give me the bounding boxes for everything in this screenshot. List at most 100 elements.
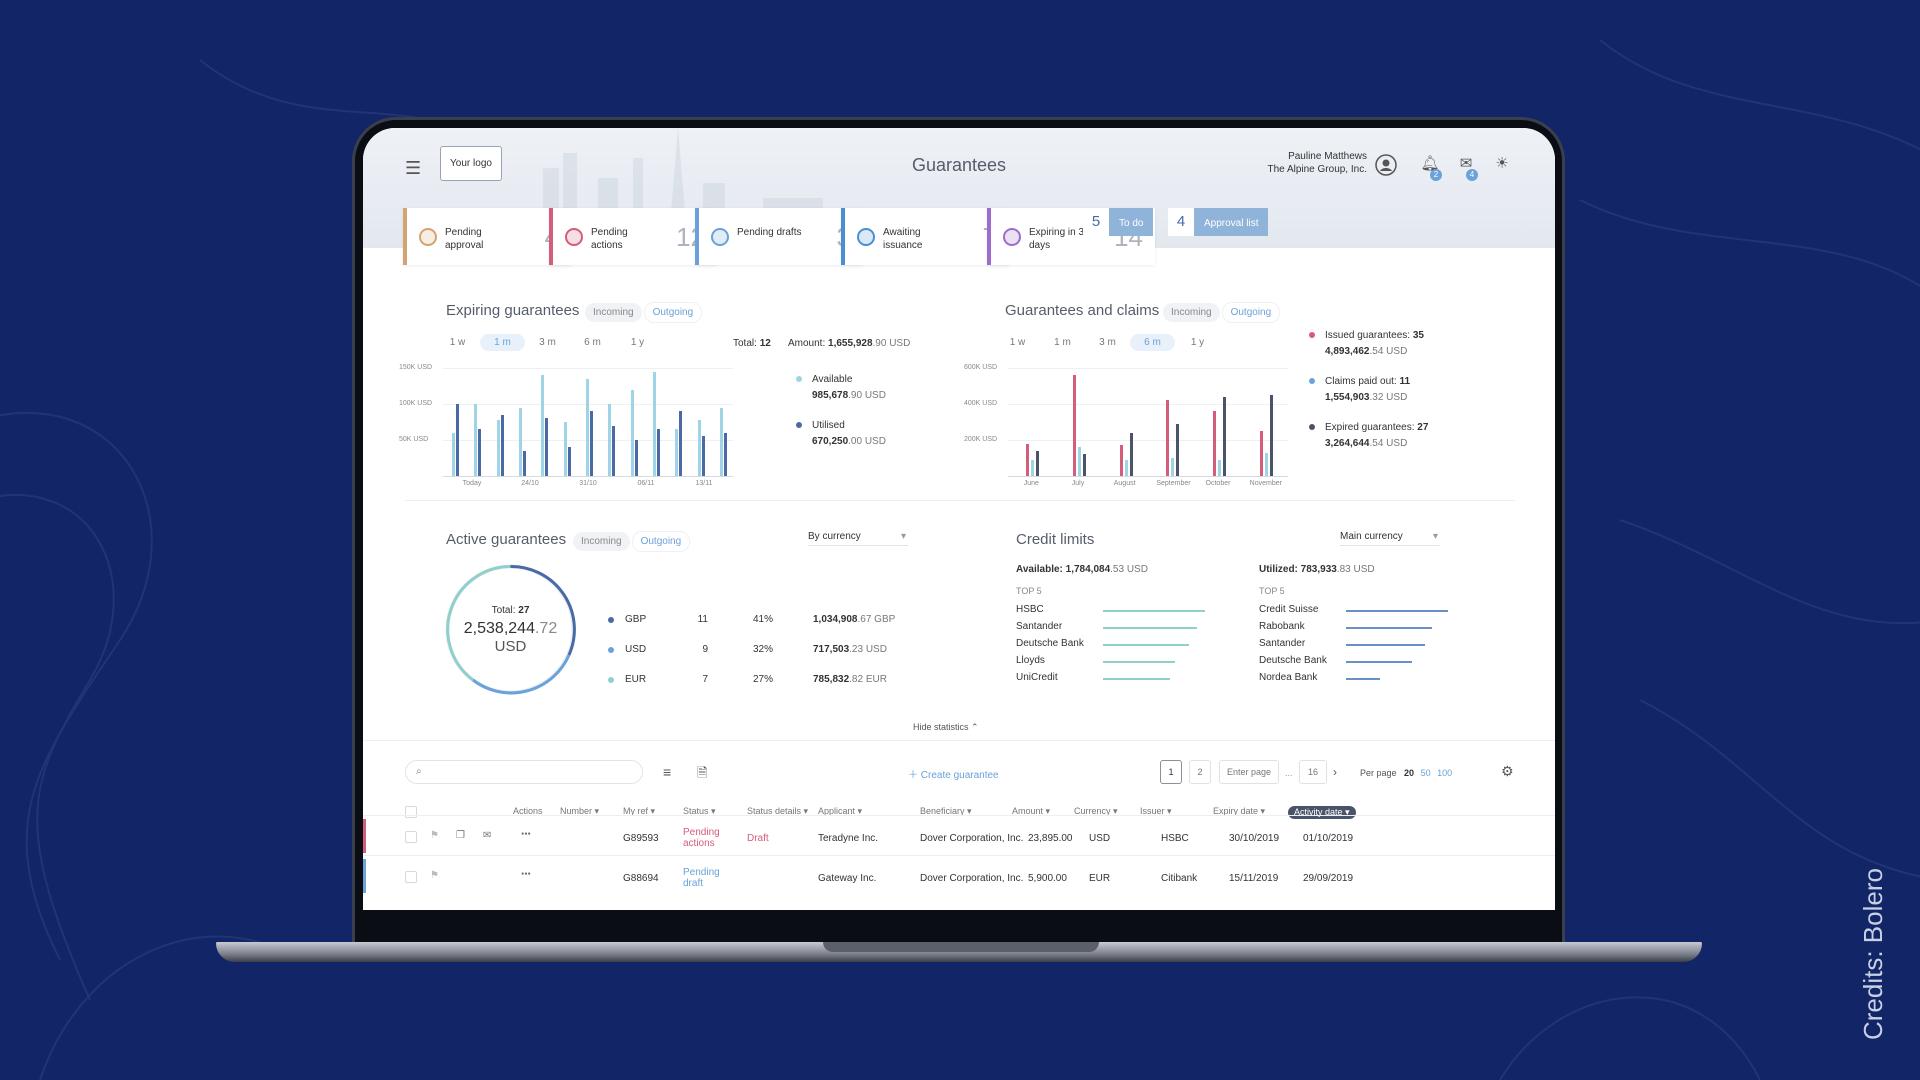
range-6m[interactable]: 6 m bbox=[584, 337, 601, 348]
chart-bar bbox=[1119, 445, 1123, 476]
claims-range-1m[interactable]: 1 m bbox=[1054, 337, 1071, 348]
claims-range-1w[interactable]: 1 w bbox=[1009, 337, 1026, 348]
export-icon[interactable]: 🗎︎ bbox=[697, 765, 708, 780]
page-1[interactable]: 1 bbox=[1160, 760, 1182, 784]
column-header[interactable]: Expiry date ▾ bbox=[1213, 806, 1266, 816]
chart-bar bbox=[519, 407, 523, 476]
currency-dropdown-value: By currency bbox=[808, 531, 861, 542]
mail-icon[interactable]: ✉ bbox=[1459, 155, 1473, 172]
range-1y[interactable]: 1 y bbox=[630, 337, 645, 348]
per-page: Per page 20 50 100 bbox=[1360, 768, 1452, 778]
legend-dot bbox=[1309, 332, 1315, 339]
more-actions-icon[interactable]: ⋯ bbox=[521, 829, 531, 840]
column-header[interactable]: Currency ▾ bbox=[1074, 806, 1118, 816]
column-header[interactable]: Actions bbox=[513, 806, 543, 816]
credits-label-wrap: Credits: Bolero bbox=[1858, 868, 1898, 1040]
flag-icon[interactable]: ⚑ bbox=[430, 830, 439, 841]
more-actions-icon[interactable]: ⋯ bbox=[521, 869, 531, 880]
bell-icon[interactable]: 🔔︎ bbox=[1420, 155, 1440, 172]
bank-name: Deutsche Bank bbox=[1259, 655, 1327, 666]
claims-tab-incoming[interactable]: Incoming bbox=[1163, 303, 1220, 322]
menu-icon[interactable]: ☰ bbox=[405, 158, 422, 178]
per-page-50[interactable]: 50 bbox=[1420, 768, 1431, 778]
enter-page-input[interactable]: Enter page bbox=[1219, 760, 1279, 784]
settings-icon[interactable]: ⚙ bbox=[1501, 763, 1514, 779]
utilised-dec: .00 USD bbox=[848, 436, 886, 447]
currency-dot bbox=[608, 617, 614, 623]
filter-icon[interactable]: ≡ bbox=[663, 764, 672, 780]
range-3m[interactable]: 3 m bbox=[539, 337, 556, 348]
row-checkbox[interactable] bbox=[405, 831, 417, 843]
per-page-100[interactable]: 100 bbox=[1437, 768, 1453, 778]
currency-count: 7 bbox=[702, 674, 708, 685]
column-header[interactable]: Amount ▾ bbox=[1012, 806, 1051, 816]
flag-icon[interactable]: ⚑ bbox=[430, 870, 439, 881]
chart-bar bbox=[634, 440, 638, 476]
chart-bar bbox=[1078, 447, 1081, 476]
currency-dot bbox=[608, 677, 614, 683]
column-header[interactable]: Status details ▾ bbox=[747, 806, 809, 816]
next-page-icon[interactable]: › bbox=[1333, 765, 1337, 779]
search-input[interactable]: ⌕ bbox=[405, 760, 643, 784]
column-header[interactable]: Activity date ▾ bbox=[1288, 806, 1356, 819]
column-header[interactable]: Number ▾ bbox=[560, 806, 600, 816]
per-page-20[interactable]: 20 bbox=[1404, 768, 1415, 778]
claims-range-6m[interactable]: 6 m bbox=[1130, 334, 1175, 351]
row-status-marker bbox=[363, 859, 366, 893]
active-tab-outgoing[interactable]: Outgoing bbox=[631, 531, 691, 552]
currency-count: 11 bbox=[697, 614, 708, 625]
column-header[interactable]: Issuer ▾ bbox=[1140, 806, 1172, 816]
currency-dropdown[interactable]: By currency ▾ bbox=[808, 531, 908, 546]
chart-bar bbox=[586, 378, 589, 476]
user-icon[interactable] bbox=[1375, 154, 1397, 176]
hide-statistics-button[interactable]: Hide statistics ⌃ bbox=[913, 722, 979, 733]
active-tab-incoming[interactable]: Incoming bbox=[573, 532, 630, 551]
create-guarantee-button[interactable]: ＋ Create guarantee bbox=[908, 766, 999, 781]
expiring-legend-utilised: Utilised 670,250.00 USD bbox=[796, 418, 886, 450]
column-header[interactable]: Applicant ▾ bbox=[818, 806, 863, 816]
total-label: Total: bbox=[733, 338, 757, 349]
range-1m[interactable]: 1 m bbox=[480, 334, 525, 351]
donut-currency: USD bbox=[494, 638, 527, 655]
column-header[interactable]: Status ▾ bbox=[683, 806, 716, 816]
chart-bar bbox=[545, 418, 549, 476]
kpi-card[interactable]: Awaiting issuance7 bbox=[841, 208, 1009, 265]
kpi-card[interactable]: Pending drafts3 bbox=[695, 208, 863, 265]
user-company: The Alpine Group, Inc. bbox=[1267, 164, 1367, 175]
chart-bar bbox=[1264, 452, 1268, 476]
logo[interactable]: Your logo bbox=[440, 146, 502, 181]
credit-available: Available: 1,784,084.53 USD bbox=[1016, 564, 1148, 575]
claims-range: 1 w 1 m 3 m 6 m 1 y bbox=[995, 334, 1220, 351]
user-info[interactable]: Pauline Matthews The Alpine Group, Inc. bbox=[1267, 150, 1367, 176]
copy-icon[interactable]: ❐ bbox=[456, 830, 465, 841]
currency-amount-dec: .82 EUR bbox=[849, 674, 887, 685]
main-currency-dropdown[interactable]: Main currency ▾ bbox=[1340, 531, 1440, 546]
cell-activity-date: 29/09/2019 bbox=[1303, 873, 1354, 884]
tab-outgoing[interactable]: Outgoing bbox=[643, 302, 703, 323]
chart-bar bbox=[656, 429, 660, 476]
claims-range-1y[interactable]: 1 y bbox=[1190, 337, 1205, 348]
claims-range-3m[interactable]: 3 m bbox=[1099, 337, 1116, 348]
tab-incoming[interactable]: Incoming bbox=[585, 303, 642, 322]
todo-chip[interactable]: 5 To do bbox=[1083, 208, 1154, 236]
page-2[interactable]: 2 bbox=[1189, 760, 1211, 784]
claims-tab-outgoing[interactable]: Outgoing bbox=[1221, 302, 1281, 323]
lightbulb-icon[interactable]: ☀ bbox=[1495, 155, 1509, 172]
mail-icon[interactable]: ✉ bbox=[483, 830, 492, 841]
per-page-label: Per page bbox=[1360, 768, 1397, 778]
available-label: Available bbox=[812, 374, 853, 385]
range-1w[interactable]: 1 w bbox=[449, 337, 466, 348]
column-header[interactable]: Beneficiary ▾ bbox=[920, 806, 972, 816]
page-last[interactable]: 16 bbox=[1299, 760, 1327, 784]
amount-dec: .90 USD bbox=[872, 338, 911, 349]
column-header[interactable]: My ref ▾ bbox=[623, 806, 656, 816]
x-tick-label: 06/11 bbox=[637, 480, 655, 487]
kpi-card[interactable]: Pending approval4 bbox=[403, 208, 571, 265]
chart-bar bbox=[701, 436, 705, 476]
row-checkbox[interactable] bbox=[405, 871, 417, 883]
approval-list-chip[interactable]: 4 Approval list bbox=[1168, 208, 1269, 236]
kpi-card[interactable]: Pending actions 12 bbox=[549, 208, 717, 265]
select-all-checkbox[interactable] bbox=[405, 806, 417, 818]
bank-name: Rabobank bbox=[1259, 621, 1305, 632]
credit-title: Credit limits bbox=[1016, 531, 1095, 548]
